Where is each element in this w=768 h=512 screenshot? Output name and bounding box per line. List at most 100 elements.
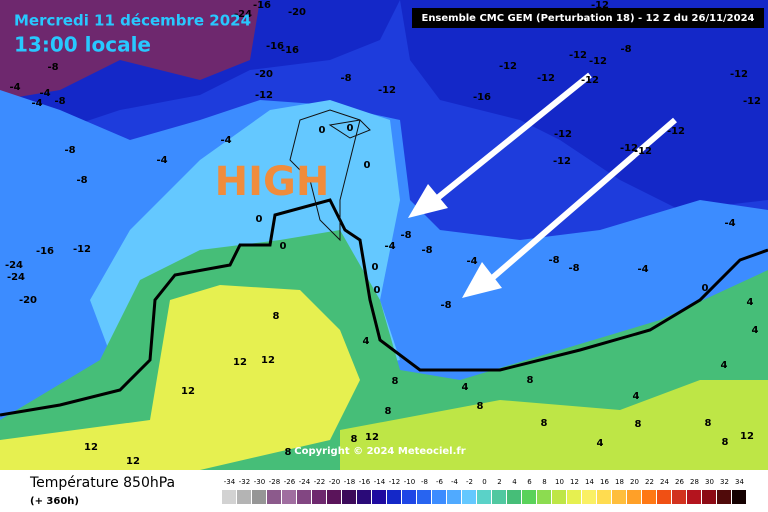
map-label: -12 — [730, 69, 748, 80]
legend-scale-label: 22 — [645, 478, 654, 486]
legend-swatch — [252, 490, 266, 504]
legend-title: Température 850hPa — [29, 475, 175, 491]
map-label: 12 — [365, 432, 379, 443]
legend-swatch — [537, 490, 551, 504]
map-label: -20 — [255, 69, 273, 80]
legend-scale-label: 26 — [675, 478, 684, 486]
map-label: -16 — [36, 246, 54, 257]
legend-scale-label: -2 — [466, 478, 473, 486]
legend-swatch — [672, 490, 686, 504]
legend-swatch — [507, 490, 521, 504]
legend-scale-label: -30 — [254, 478, 265, 486]
map-label: -20 — [19, 295, 37, 306]
map-label: -4 — [31, 98, 42, 109]
legend-scale-label: -20 — [329, 478, 340, 486]
legend-swatch — [477, 490, 491, 504]
legend-swatch — [567, 490, 581, 504]
legend-swatch — [402, 490, 416, 504]
map-label: -4 — [156, 155, 167, 166]
warmer-region — [340, 380, 768, 470]
legend-scale-label: 10 — [555, 478, 564, 486]
map-label: -12 — [73, 244, 91, 255]
map-label: -12 — [591, 0, 609, 11]
legend-swatch — [357, 490, 371, 504]
map-label: -4 — [724, 218, 735, 229]
legend-scale-label: 12 — [570, 478, 579, 486]
map-label: -24 — [7, 272, 25, 283]
map-label: -4 — [9, 82, 20, 93]
legend-swatch — [627, 490, 641, 504]
legend-scale-label: -18 — [344, 478, 355, 486]
legend-scale-label: -32 — [239, 478, 250, 486]
map-label: -4 — [39, 88, 50, 99]
map-label: -8 — [568, 263, 579, 274]
map-label: 4 — [747, 297, 754, 308]
map-label: 0 — [319, 125, 326, 136]
zero-isotherm — [0, 198, 768, 417]
model-info: Ensemble CMC GEM (Perturbation 18) - 12 … — [421, 13, 754, 24]
coastline — [289, 109, 371, 242]
map-label: 0 — [372, 262, 379, 273]
map-label: 8 — [527, 375, 534, 386]
legend-scale-label: 2 — [497, 478, 501, 486]
map-label: -12 — [667, 126, 685, 137]
legend-scale-label: -6 — [436, 478, 444, 486]
legend-swatch — [597, 490, 611, 504]
legend: Température 850hPa (+ 360h) -34 -32 -30 -28… — [29, 475, 746, 507]
map-label: -12 — [499, 61, 517, 72]
map-label: 0 — [702, 283, 709, 294]
arrow — [488, 117, 677, 283]
legend-scale-label: -4 — [451, 478, 459, 486]
legend-swatch — [432, 490, 446, 504]
map-label: 12 — [261, 355, 275, 366]
map-label: 0 — [374, 285, 381, 296]
map-label: -4 — [466, 256, 477, 267]
map-label: -12 — [581, 75, 599, 86]
legend-swatch — [522, 490, 536, 504]
legend-swatch — [222, 490, 236, 504]
map-label: -16 — [266, 41, 284, 52]
very-cold-region — [0, 0, 260, 100]
legend-scale-label: 30 — [705, 478, 714, 486]
legend-swatch — [387, 490, 401, 504]
map-label: -8 — [548, 255, 559, 266]
legend-scale-label: 14 — [585, 478, 594, 486]
map-label: -8 — [47, 62, 58, 73]
legend-scale-label: 24 — [660, 478, 669, 486]
legend-swatch — [582, 490, 596, 504]
map-label: 8 — [477, 401, 484, 412]
legend-scale-label: -12 — [389, 478, 400, 486]
legend-scale-label: 34 — [735, 478, 744, 486]
map-label: -4 — [384, 241, 395, 252]
legend-swatch — [447, 490, 461, 504]
map-label: 4 — [462, 382, 469, 393]
legend-scale-label: 8 — [542, 478, 546, 486]
legend-swatch — [657, 490, 671, 504]
legend-scale-label: 28 — [690, 478, 699, 486]
map-label: 12 — [740, 431, 754, 442]
map-label: 8 — [722, 437, 729, 448]
legend-scale-label: 16 — [600, 478, 609, 486]
map-label: 0 — [347, 123, 354, 134]
map-label: -12 — [378, 85, 396, 96]
map-label: -20 — [288, 7, 306, 18]
legend-swatch — [462, 490, 476, 504]
map-label: 12 — [126, 456, 140, 467]
legend-swatch — [687, 490, 701, 504]
legend-scale-label: 6 — [527, 478, 532, 486]
arrow — [433, 72, 592, 203]
legend-scale-label: -22 — [314, 478, 325, 486]
map-label: 8 — [635, 419, 642, 430]
time: 13:00 locale — [14, 33, 151, 57]
map-label: -4 — [637, 264, 648, 275]
legend-swatch — [237, 490, 251, 504]
map-label: -16 — [281, 45, 299, 56]
legend-swatch — [717, 490, 731, 504]
map-label: 8 — [705, 418, 712, 429]
legend-scale-label: -34 — [224, 478, 236, 486]
map-label: 4 — [721, 360, 728, 371]
map-label: -8 — [76, 175, 87, 186]
map-label: -12 — [634, 146, 652, 157]
map-label: 0 — [364, 160, 371, 171]
map-label: -8 — [340, 73, 351, 84]
